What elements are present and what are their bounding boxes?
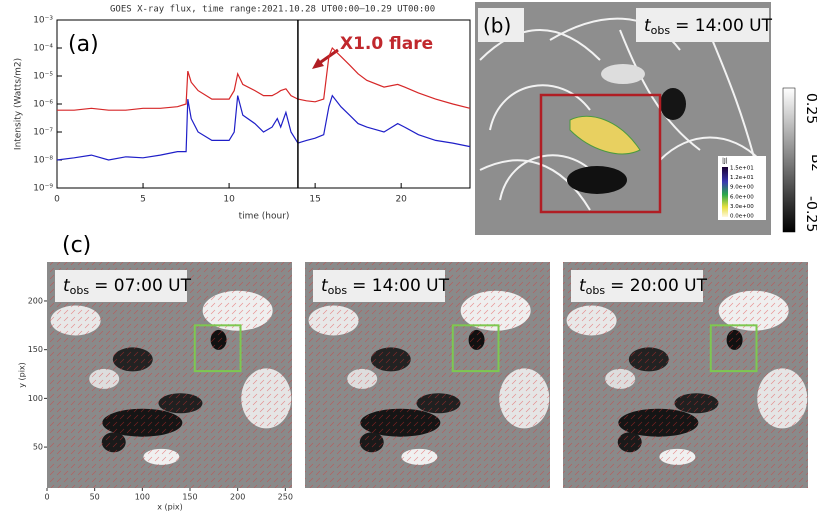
label-box xyxy=(478,8,524,42)
zoom-box xyxy=(451,324,500,373)
obs-time: tobs = 20:00 UT xyxy=(579,276,708,297)
colorbar-top: 0.25 xyxy=(803,93,817,124)
annotation: X1.0 flare xyxy=(340,34,433,54)
y-tick-label: 10⁻⁴ xyxy=(33,44,53,54)
x-tick-label: 250 xyxy=(278,493,293,502)
annotation-arrow xyxy=(317,48,339,66)
obs-time-rest: = 14:00 UT xyxy=(352,276,449,296)
chart-title: GOES X-ray flux, time range:2021.10.28 U… xyxy=(110,5,435,15)
series-line xyxy=(56,94,471,161)
x-tick-label: 20 xyxy=(395,195,407,205)
obs-time-rest: = 20:00 UT xyxy=(610,276,707,296)
annotation-arrowhead xyxy=(312,58,324,69)
obs-time-rest: = 07:00 UT xyxy=(94,276,191,296)
y-axis-label: Intensity (Watts/m2) xyxy=(14,58,24,150)
obs-time-sub: obs xyxy=(328,284,348,297)
obs-time-sub: obs xyxy=(70,284,90,297)
x-tick-label: 200 xyxy=(230,493,245,502)
frame: tobs = 07:00 UT xyxy=(47,262,292,488)
obs-time-sub: obs xyxy=(586,284,606,297)
colorbar-name: Bz xyxy=(808,154,817,171)
panel-label: (c) xyxy=(62,233,91,258)
inset-colorbar-label: 9.0e+00 xyxy=(730,185,754,191)
sunspot xyxy=(567,166,627,194)
y-tick-label: 150 xyxy=(28,345,43,354)
flux-rope xyxy=(569,115,641,155)
panel-label: (b) xyxy=(483,14,511,38)
obs-time: tobs = 07:00 UT xyxy=(63,276,192,297)
colorbar-bottom: -0.25 xyxy=(803,196,817,232)
y-tick-label: 10⁻⁸ xyxy=(33,156,53,166)
x-tick-label: 50 xyxy=(90,493,100,502)
inset-colorbar-label: 1.2e+01 xyxy=(730,175,754,181)
region-box xyxy=(539,93,662,214)
y-tick-label: 10⁻⁵ xyxy=(33,72,53,82)
x-axis-label: time (hour) xyxy=(239,212,290,222)
y-tick-label: 100 xyxy=(28,394,43,403)
inset-colorbar-label: 6.0e+00 xyxy=(730,194,754,200)
x-tick-label: 150 xyxy=(182,493,197,502)
obs-time-t: t xyxy=(321,276,329,296)
label-box xyxy=(636,8,769,42)
y-tick-label: 200 xyxy=(28,296,43,305)
obs-time-sub: obs xyxy=(651,24,671,37)
y-tick-label: 10⁻³ xyxy=(33,16,53,26)
field-lines xyxy=(479,9,761,211)
series-line xyxy=(57,46,471,111)
inset-colorbar xyxy=(722,167,728,217)
colorbar xyxy=(782,87,796,233)
inset-colorbar-label: 3.0e+00 xyxy=(730,204,754,210)
inset-colorbar-label: 0.0e+00 xyxy=(730,214,754,220)
inset-colorbar-name: |J| xyxy=(722,158,728,165)
inset-colorbar-label: 1.5e+01 xyxy=(730,166,754,172)
y-tick-label: 10⁻⁷ xyxy=(33,128,53,138)
zoom-box xyxy=(193,324,242,373)
x-tick-label: 0 xyxy=(54,195,60,205)
panel-label: (a) xyxy=(68,32,99,57)
zoom-box xyxy=(709,324,758,373)
label-box xyxy=(55,270,187,302)
y-axis-label: y (pix) xyxy=(18,362,27,388)
obs-time-t: t xyxy=(63,276,71,296)
label-box xyxy=(571,270,703,302)
frame: tobs = 14:00 UT xyxy=(305,262,550,488)
plage xyxy=(601,64,645,84)
y-tick-label: 10⁻⁹ xyxy=(33,184,53,194)
label-box xyxy=(313,270,445,302)
sunspot xyxy=(660,88,686,120)
y-tick-label: 10⁻⁶ xyxy=(33,100,53,110)
x-tick-label: 100 xyxy=(135,493,150,502)
obs-time-t: t xyxy=(644,16,652,36)
x-tick-label: 0 xyxy=(44,493,49,502)
y-tick-label: 50 xyxy=(33,443,43,452)
obs-time: tobs = 14:00 UT xyxy=(321,276,450,297)
x-axis-label: x (pix) xyxy=(157,503,183,512)
x-tick-label: 15 xyxy=(309,195,320,205)
x-tick-label: 5 xyxy=(140,195,146,205)
x-tick-label: 10 xyxy=(223,195,235,205)
obs-time-t: t xyxy=(579,276,587,296)
obs-time-rest: = 14:00 UT xyxy=(675,16,772,36)
frame: tobs = 20:00 UT xyxy=(563,262,808,488)
obs-time: tobs = 14:00 UT xyxy=(644,16,773,37)
